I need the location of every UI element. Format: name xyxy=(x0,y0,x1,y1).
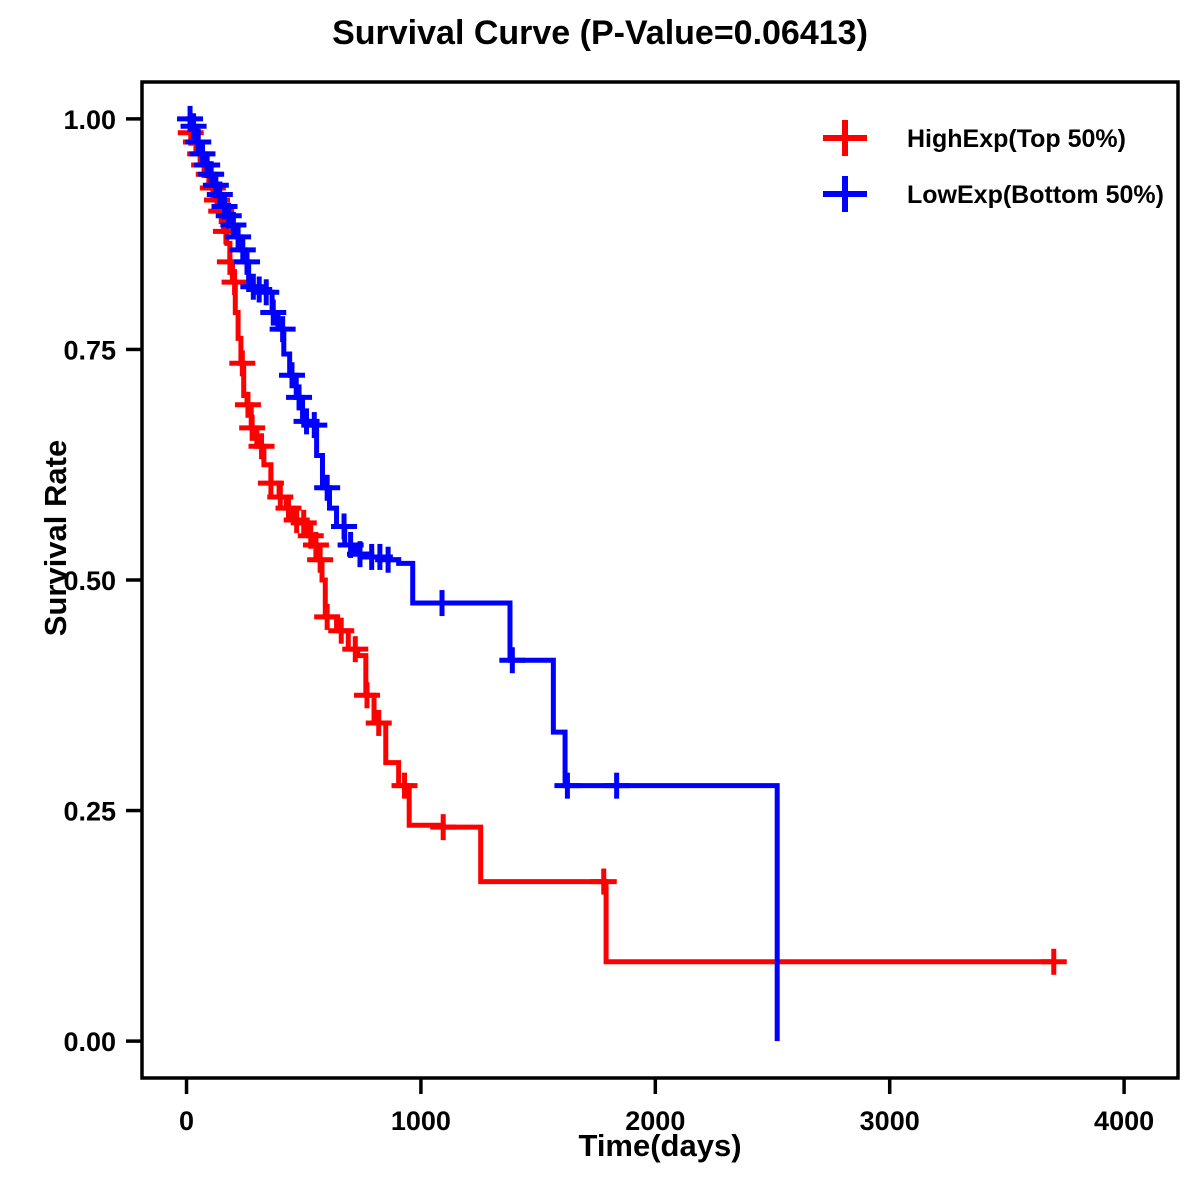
plot-frame xyxy=(140,80,1180,1080)
censor-mark xyxy=(346,541,373,568)
x-tick-label: 0 xyxy=(179,1106,194,1136)
series-low-exp xyxy=(177,105,780,1042)
censor-mark xyxy=(239,414,266,441)
x-tick-label: 3000 xyxy=(860,1106,920,1136)
censor-mark xyxy=(331,513,358,540)
legend-label: LowExp(Bottom 50%) xyxy=(907,181,1164,209)
censor-mark xyxy=(314,603,341,630)
censor-mark xyxy=(354,682,381,709)
y-axis-ticks: 0.00 0.25 0.50 0.75 1.00 xyxy=(63,105,142,1057)
censor-mark xyxy=(554,772,581,799)
censor-mark xyxy=(229,350,256,377)
censor-mark xyxy=(302,531,329,558)
censor-mark xyxy=(286,384,313,411)
censor-mark xyxy=(499,647,526,674)
x-axis-title: Time(days) xyxy=(578,1128,742,1163)
censor-mark xyxy=(234,391,261,418)
censor-mark xyxy=(229,236,256,263)
y-tick-label: 0.00 xyxy=(63,1027,116,1057)
censor-mark xyxy=(221,269,248,296)
censor-mark xyxy=(260,299,287,326)
censor-mark xyxy=(257,470,284,497)
step-line xyxy=(186,116,780,1042)
x-tick-label: 1000 xyxy=(391,1106,451,1136)
series-layer xyxy=(177,105,1067,1042)
legend-item-low-exp[interactable]: LowExp(Bottom 50%) xyxy=(823,176,1164,212)
censor-mark xyxy=(314,474,341,501)
x-axis-ticks: 0 1000 2000 3000 4000 xyxy=(179,1078,1154,1136)
x-tick-label: 2000 xyxy=(625,1106,685,1136)
y-tick-label: 0.50 xyxy=(63,566,116,596)
page-title: Survival Curve (P-Value=0.06413) xyxy=(332,14,868,52)
plus-icon xyxy=(823,176,867,212)
censor-mark xyxy=(220,211,247,238)
y-tick-label: 1.00 xyxy=(63,105,116,135)
legend-item-high-exp[interactable]: HighExp(Top 50%) xyxy=(823,120,1126,156)
legend: HighExp(Top 50%) LowExp(Bottom 50%) xyxy=(823,120,1164,212)
censor-mark xyxy=(342,636,369,663)
censor-mark xyxy=(365,709,392,736)
censor-mark xyxy=(429,590,456,617)
censor-mark xyxy=(248,433,275,460)
censor-mark xyxy=(279,362,306,389)
legend-label: HighExp(Top 50%) xyxy=(907,125,1126,153)
series-high-exp xyxy=(177,116,1067,975)
censor-mark xyxy=(234,248,261,275)
censor-mark xyxy=(240,273,267,300)
y-tick-label: 0.75 xyxy=(63,335,116,365)
censor-mark xyxy=(269,316,296,343)
censor-mark xyxy=(590,868,617,895)
censor-mark xyxy=(225,223,252,250)
x-tick-label: 4000 xyxy=(1094,1106,1154,1136)
censor-mark xyxy=(253,279,280,306)
censor-mark xyxy=(307,546,334,573)
censor-mark xyxy=(206,181,233,208)
censor-mark xyxy=(603,772,630,799)
censor-mark xyxy=(301,412,328,439)
y-tick-label: 0.25 xyxy=(63,797,116,827)
censor-mark xyxy=(185,128,212,155)
censor-mark xyxy=(375,546,402,573)
censor-mark xyxy=(430,814,457,841)
plus-icon xyxy=(823,120,867,156)
censor-mark xyxy=(328,617,355,644)
censor-mark xyxy=(180,113,207,140)
censor-mark xyxy=(1040,948,1067,975)
censor-mark xyxy=(391,772,418,799)
